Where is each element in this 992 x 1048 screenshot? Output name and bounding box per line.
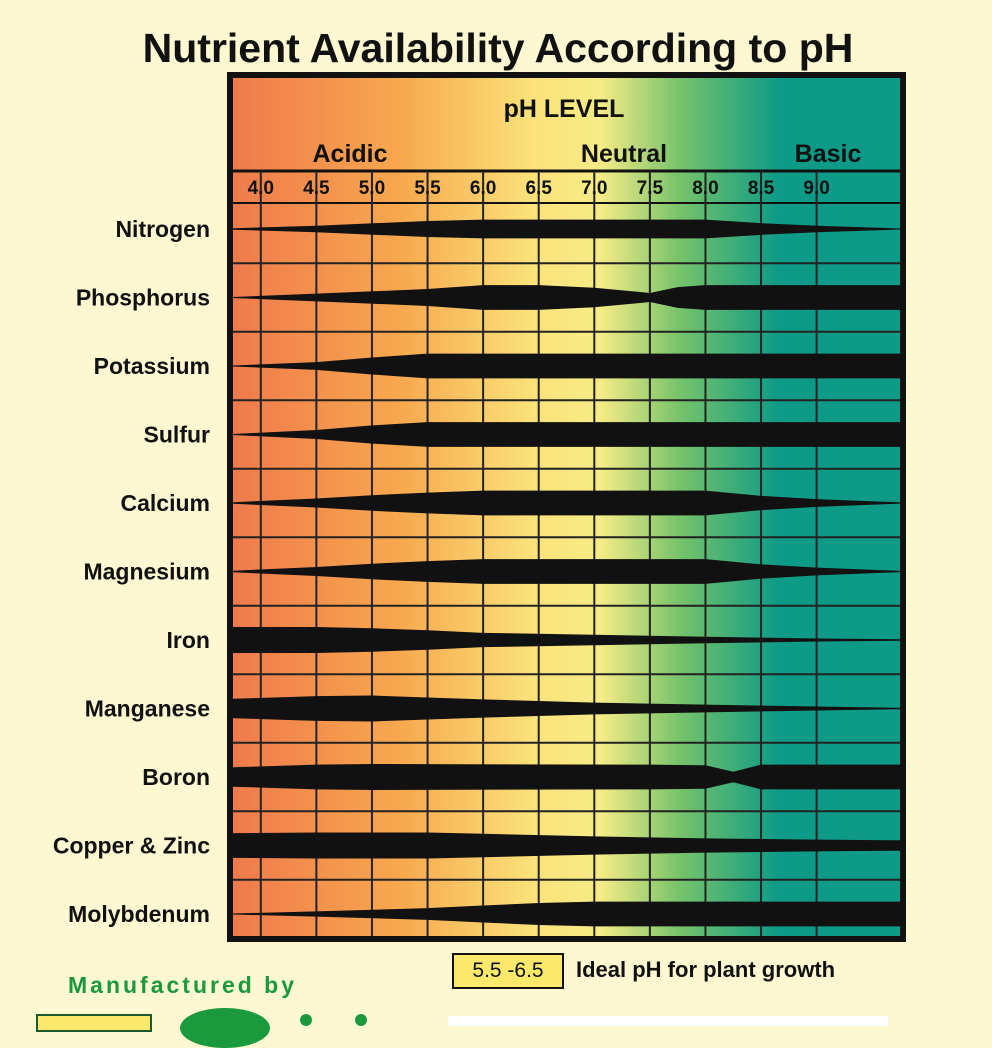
ideal-range-swatch: 5.5 -6.5 (452, 953, 564, 989)
chart-title: Nutrient Availability According to pH (143, 25, 854, 71)
logo-fragment (355, 1014, 367, 1026)
axis-title: pH LEVEL (504, 95, 625, 123)
logo-fragment (180, 1008, 270, 1048)
zone-label-neutral: Neutral (581, 140, 667, 168)
nutrient-label: Calcium (121, 490, 210, 516)
x-tick-label: 4.5 (303, 178, 330, 199)
x-tick-label: 9.0 (803, 178, 829, 199)
nutrient-label: Phosphorus (76, 285, 210, 311)
nutrient-labels: Nitrogen Phosphorus Potassium Sulfur Calcium… (53, 216, 210, 927)
x-tick-label: 6.0 (470, 178, 496, 199)
nutrient-label: Molybdenum (68, 901, 210, 927)
nutrient-band (233, 764, 900, 790)
nutrient-label: Iron (167, 627, 210, 653)
nutrient-label: Nitrogen (115, 216, 210, 242)
x-tick-label: 6.5 (525, 178, 552, 199)
logo-fragment (36, 1014, 152, 1032)
x-tick-label: 5.0 (359, 178, 385, 199)
nutrient-label: Magnesium (83, 559, 210, 585)
x-tick-label: 8.0 (692, 178, 718, 199)
logo-fragment (448, 1016, 888, 1026)
nutrient-label: Copper & Zinc (53, 833, 210, 859)
x-tick-label: 5.5 (414, 178, 441, 199)
nutrient-label: Manganese (85, 696, 210, 722)
manufacturer-label: Manufactured by (68, 972, 297, 999)
ideal-range-label: 5.5 -6.5 (472, 959, 543, 983)
nutrient-label: Boron (142, 764, 210, 790)
x-tick-label: 7.5 (637, 178, 664, 199)
ideal-range-text: Ideal pH for plant growth (576, 957, 835, 983)
x-tick-label: 7.0 (581, 178, 607, 199)
nutrient-label: Sulfur (144, 422, 210, 448)
x-tick-label: 8.5 (748, 178, 775, 199)
zone-label-acidic: Acidic (312, 140, 387, 168)
x-tick-label: 4.0 (248, 178, 274, 199)
nutrient-label: Potassium (94, 353, 210, 379)
logo-fragment (300, 1014, 312, 1026)
zone-label-basic: Basic (795, 140, 862, 168)
nutrient-chart: Nutrient Availability According to pH pH… (0, 0, 992, 1023)
